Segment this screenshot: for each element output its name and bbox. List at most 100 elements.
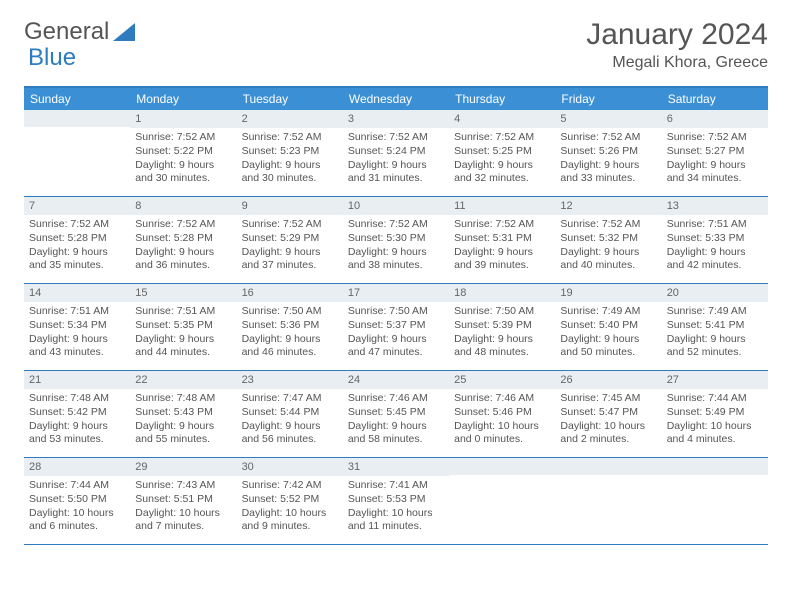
day-cell: 2Sunrise: 7:52 AMSunset: 5:23 PMDaylight… xyxy=(237,110,343,196)
daylight-line2: and 58 minutes. xyxy=(348,433,444,447)
brand-word1: General xyxy=(24,18,109,46)
daylight-line2: and 0 minutes. xyxy=(454,433,550,447)
day-number: 19 xyxy=(555,284,661,302)
day-cell: 19Sunrise: 7:49 AMSunset: 5:40 PMDayligh… xyxy=(555,284,661,370)
day-number: 16 xyxy=(237,284,343,302)
calendar-grid: SundayMondayTuesdayWednesdayThursdayFrid… xyxy=(24,86,768,545)
daylight-line2: and 35 minutes. xyxy=(29,259,125,273)
weeks-container: 1Sunrise: 7:52 AMSunset: 5:22 PMDaylight… xyxy=(24,110,768,545)
weekday-header-row: SundayMondayTuesdayWednesdayThursdayFrid… xyxy=(24,88,768,110)
sunset-text: Sunset: 5:44 PM xyxy=(242,406,338,420)
sunrise-text: Sunrise: 7:52 AM xyxy=(454,131,550,145)
sunset-text: Sunset: 5:41 PM xyxy=(667,319,763,333)
daylight-line1: Daylight: 9 hours xyxy=(454,246,550,260)
day-cell: 30Sunrise: 7:42 AMSunset: 5:52 PMDayligh… xyxy=(237,458,343,544)
daylight-line1: Daylight: 9 hours xyxy=(348,159,444,173)
sunrise-text: Sunrise: 7:50 AM xyxy=(242,305,338,319)
day-number xyxy=(449,458,555,475)
day-number: 9 xyxy=(237,197,343,215)
sunset-text: Sunset: 5:28 PM xyxy=(135,232,231,246)
daylight-line1: Daylight: 9 hours xyxy=(135,159,231,173)
day-number xyxy=(662,458,768,475)
week-row: 1Sunrise: 7:52 AMSunset: 5:22 PMDaylight… xyxy=(24,110,768,197)
sunrise-text: Sunrise: 7:48 AM xyxy=(135,392,231,406)
sunrise-text: Sunrise: 7:45 AM xyxy=(560,392,656,406)
day-cell: 24Sunrise: 7:46 AMSunset: 5:45 PMDayligh… xyxy=(343,371,449,457)
day-cell: 29Sunrise: 7:43 AMSunset: 5:51 PMDayligh… xyxy=(130,458,236,544)
sunrise-text: Sunrise: 7:50 AM xyxy=(348,305,444,319)
day-cell: 3Sunrise: 7:52 AMSunset: 5:24 PMDaylight… xyxy=(343,110,449,196)
daylight-line1: Daylight: 10 hours xyxy=(454,420,550,434)
daylight-line1: Daylight: 9 hours xyxy=(667,246,763,260)
day-cell: 9Sunrise: 7:52 AMSunset: 5:29 PMDaylight… xyxy=(237,197,343,283)
day-cell: 20Sunrise: 7:49 AMSunset: 5:41 PMDayligh… xyxy=(662,284,768,370)
day-number: 28 xyxy=(24,458,130,476)
day-body: Sunrise: 7:50 AMSunset: 5:36 PMDaylight:… xyxy=(237,302,343,364)
day-number: 20 xyxy=(662,284,768,302)
sunrise-text: Sunrise: 7:50 AM xyxy=(454,305,550,319)
day-body: Sunrise: 7:46 AMSunset: 5:45 PMDaylight:… xyxy=(343,389,449,451)
sunset-text: Sunset: 5:26 PM xyxy=(560,145,656,159)
daylight-line2: and 7 minutes. xyxy=(135,520,231,534)
daylight-line2: and 55 minutes. xyxy=(135,433,231,447)
sunrise-text: Sunrise: 7:44 AM xyxy=(667,392,763,406)
day-body: Sunrise: 7:46 AMSunset: 5:46 PMDaylight:… xyxy=(449,389,555,451)
day-body: Sunrise: 7:44 AMSunset: 5:49 PMDaylight:… xyxy=(662,389,768,451)
sunrise-text: Sunrise: 7:52 AM xyxy=(135,218,231,232)
day-number: 22 xyxy=(130,371,236,389)
sunrise-text: Sunrise: 7:44 AM xyxy=(29,479,125,493)
daylight-line2: and 47 minutes. xyxy=(348,346,444,360)
day-cell: 10Sunrise: 7:52 AMSunset: 5:30 PMDayligh… xyxy=(343,197,449,283)
daylight-line2: and 44 minutes. xyxy=(135,346,231,360)
day-cell: 8Sunrise: 7:52 AMSunset: 5:28 PMDaylight… xyxy=(130,197,236,283)
weekday-header: Thursday xyxy=(449,88,555,110)
day-cell: 1Sunrise: 7:52 AMSunset: 5:22 PMDaylight… xyxy=(130,110,236,196)
sunset-text: Sunset: 5:42 PM xyxy=(29,406,125,420)
day-body: Sunrise: 7:52 AMSunset: 5:31 PMDaylight:… xyxy=(449,215,555,277)
sunrise-text: Sunrise: 7:52 AM xyxy=(242,218,338,232)
day-cell: 26Sunrise: 7:45 AMSunset: 5:47 PMDayligh… xyxy=(555,371,661,457)
day-number: 8 xyxy=(130,197,236,215)
day-number: 2 xyxy=(237,110,343,128)
day-body: Sunrise: 7:52 AMSunset: 5:28 PMDaylight:… xyxy=(130,215,236,277)
daylight-line1: Daylight: 10 hours xyxy=(29,507,125,521)
week-row: 21Sunrise: 7:48 AMSunset: 5:42 PMDayligh… xyxy=(24,371,768,458)
day-number: 31 xyxy=(343,458,449,476)
daylight-line2: and 39 minutes. xyxy=(454,259,550,273)
daylight-line2: and 37 minutes. xyxy=(242,259,338,273)
brand-triangle-icon xyxy=(113,23,135,41)
day-number: 3 xyxy=(343,110,449,128)
day-cell: 6Sunrise: 7:52 AMSunset: 5:27 PMDaylight… xyxy=(662,110,768,196)
location: Megali Khora, Greece xyxy=(586,54,768,72)
day-body: Sunrise: 7:50 AMSunset: 5:39 PMDaylight:… xyxy=(449,302,555,364)
daylight-line1: Daylight: 9 hours xyxy=(560,159,656,173)
weekday-header: Tuesday xyxy=(237,88,343,110)
daylight-line1: Daylight: 9 hours xyxy=(348,420,444,434)
daylight-line1: Daylight: 9 hours xyxy=(454,159,550,173)
daylight-line2: and 31 minutes. xyxy=(348,172,444,186)
sunset-text: Sunset: 5:53 PM xyxy=(348,493,444,507)
daylight-line2: and 11 minutes. xyxy=(348,520,444,534)
day-body: Sunrise: 7:52 AMSunset: 5:25 PMDaylight:… xyxy=(449,128,555,190)
weekday-header: Wednesday xyxy=(343,88,449,110)
daylight-line2: and 33 minutes. xyxy=(560,172,656,186)
day-cell xyxy=(449,458,555,544)
daylight-line2: and 32 minutes. xyxy=(454,172,550,186)
sunset-text: Sunset: 5:49 PM xyxy=(667,406,763,420)
sunrise-text: Sunrise: 7:46 AM xyxy=(454,392,550,406)
sunset-text: Sunset: 5:29 PM xyxy=(242,232,338,246)
sunrise-text: Sunrise: 7:52 AM xyxy=(348,218,444,232)
daylight-line1: Daylight: 10 hours xyxy=(135,507,231,521)
sunrise-text: Sunrise: 7:52 AM xyxy=(667,131,763,145)
sunset-text: Sunset: 5:22 PM xyxy=(135,145,231,159)
day-body: Sunrise: 7:51 AMSunset: 5:35 PMDaylight:… xyxy=(130,302,236,364)
brand-word2-wrap: Blue xyxy=(28,44,76,72)
sunset-text: Sunset: 5:27 PM xyxy=(667,145,763,159)
day-number: 25 xyxy=(449,371,555,389)
daylight-line2: and 9 minutes. xyxy=(242,520,338,534)
daylight-line1: Daylight: 9 hours xyxy=(667,333,763,347)
day-cell xyxy=(662,458,768,544)
day-body: Sunrise: 7:44 AMSunset: 5:50 PMDaylight:… xyxy=(24,476,130,538)
day-body: Sunrise: 7:47 AMSunset: 5:44 PMDaylight:… xyxy=(237,389,343,451)
day-body: Sunrise: 7:48 AMSunset: 5:42 PMDaylight:… xyxy=(24,389,130,451)
